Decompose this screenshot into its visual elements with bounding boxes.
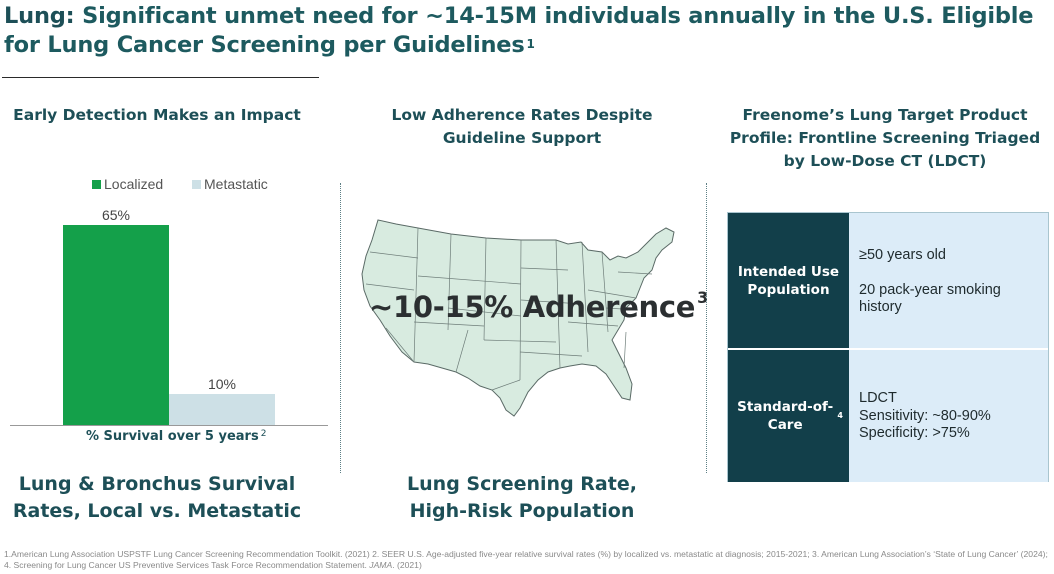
page-title: Lung: Significant unmet need for ~14-15M… — [4, 2, 1044, 60]
adherence-callout: ~10-15% Adherence 3 — [369, 288, 708, 324]
tpp-key-soc-text: Standard-of-Care — [737, 399, 834, 433]
x-axis-label-reference: 2 — [260, 429, 267, 439]
us-map-illustration — [361, 219, 675, 417]
title-text: Significant unmet need for ~14-15M indiv… — [4, 3, 1034, 58]
adherence-text: ~10-15% Adherence — [369, 290, 696, 324]
left-panel-caption: Lung & Bronchus Survival Rates, Local vs… — [4, 471, 310, 525]
middle-caption-line2: High-Risk Population — [409, 500, 635, 522]
middle-caption-line1: Lung Screening Rate, — [407, 473, 637, 495]
tpp-key-standard-of-care: Standard-of-Care 4 — [728, 350, 849, 482]
middle-heading-line1: Low Adherence Rates Despite — [391, 106, 653, 124]
bar-value-label-metastatic: 10% — [207, 376, 237, 393]
tpp-value-intended-use: ≥50 years old 20 pack-year smoking histo… — [849, 213, 1048, 348]
tpp-age-criterion: ≥50 years old — [859, 247, 946, 263]
left-caption-line1: Lung & Bronchus Survival — [18, 473, 296, 495]
title-lead: Lung: — [4, 3, 75, 29]
bar-value-label-localized: 65% — [101, 207, 131, 223]
tpp-row-intended-use: Intended Use Population ≥50 years old 20… — [728, 213, 1048, 348]
legend-label-metastatic: Metastatic — [204, 176, 268, 192]
middle-heading-line2: Guideline Support — [442, 129, 602, 147]
column-divider-right — [706, 183, 707, 473]
right-heading-line2: Profile: Frontline Screening Triaged — [729, 129, 1041, 147]
footnote-text: 1.American Lung Association USPSTF Lung … — [4, 549, 1048, 570]
tpp-row-standard-of-care: Standard-of-Care 4 LDCT Sensitivity: ~80-… — [728, 349, 1048, 482]
bar-localized — [63, 225, 169, 425]
right-panel-heading: Freenome’s Lung Target Product Profile: … — [722, 104, 1048, 173]
footnote-references: 1.American Lung Association USPSTF Lung … — [4, 549, 1050, 571]
target-product-profile-table: Intended Use Population ≥50 years old 20… — [727, 212, 1049, 482]
right-heading-line1: Freenome’s Lung Target Product — [742, 106, 1028, 124]
legend-label-localized: Localized — [104, 176, 164, 192]
middle-panel-caption: Lung Screening Rate, High-Risk Populatio… — [360, 471, 684, 525]
chart-legend-localized: Localized — [92, 176, 163, 192]
footnote-journal: JAMA — [369, 560, 393, 570]
middle-panel-heading: Low Adherence Rates Despite Guideline Su… — [360, 104, 684, 150]
tpp-key-intended-use: Intended Use Population — [728, 213, 849, 348]
column-divider-left — [340, 183, 341, 473]
tpp-key-soc-reference: 4 — [837, 411, 843, 420]
chart-legend-metastatic: Metastatic — [192, 176, 268, 192]
bar-metastatic — [169, 394, 275, 425]
right-heading-line3: by Low-Dose CT (LDCT) — [783, 152, 987, 170]
left-panel-heading: Early Detection Makes an Impact — [13, 106, 301, 124]
adherence-reference: 3 — [697, 288, 708, 307]
tpp-smoking-criterion: 20 pack-year smoking history — [859, 281, 1001, 316]
legend-swatch-localized — [92, 179, 101, 189]
legend-swatch-metastatic — [192, 179, 201, 189]
x-axis-label-text: % Survival over 5 years — [86, 429, 259, 444]
left-caption-line2: Rates, Local vs. Metastatic — [12, 500, 302, 522]
tpp-soc-specificity: Specificity: >75% — [859, 425, 970, 441]
chart-x-axis — [10, 425, 328, 426]
title-reference: 1 — [526, 37, 535, 51]
tpp-soc-method: LDCT — [859, 390, 897, 406]
title-underline — [2, 77, 319, 78]
chart-x-axis-label: % Survival over 5 years 2 — [86, 429, 266, 444]
footnote-year: . (2021) — [392, 560, 422, 570]
tpp-value-standard-of-care: LDCT Sensitivity: ~80-90% Specificity: >… — [849, 350, 1048, 482]
tpp-soc-sensitivity: Sensitivity: ~80-90% — [859, 407, 991, 424]
